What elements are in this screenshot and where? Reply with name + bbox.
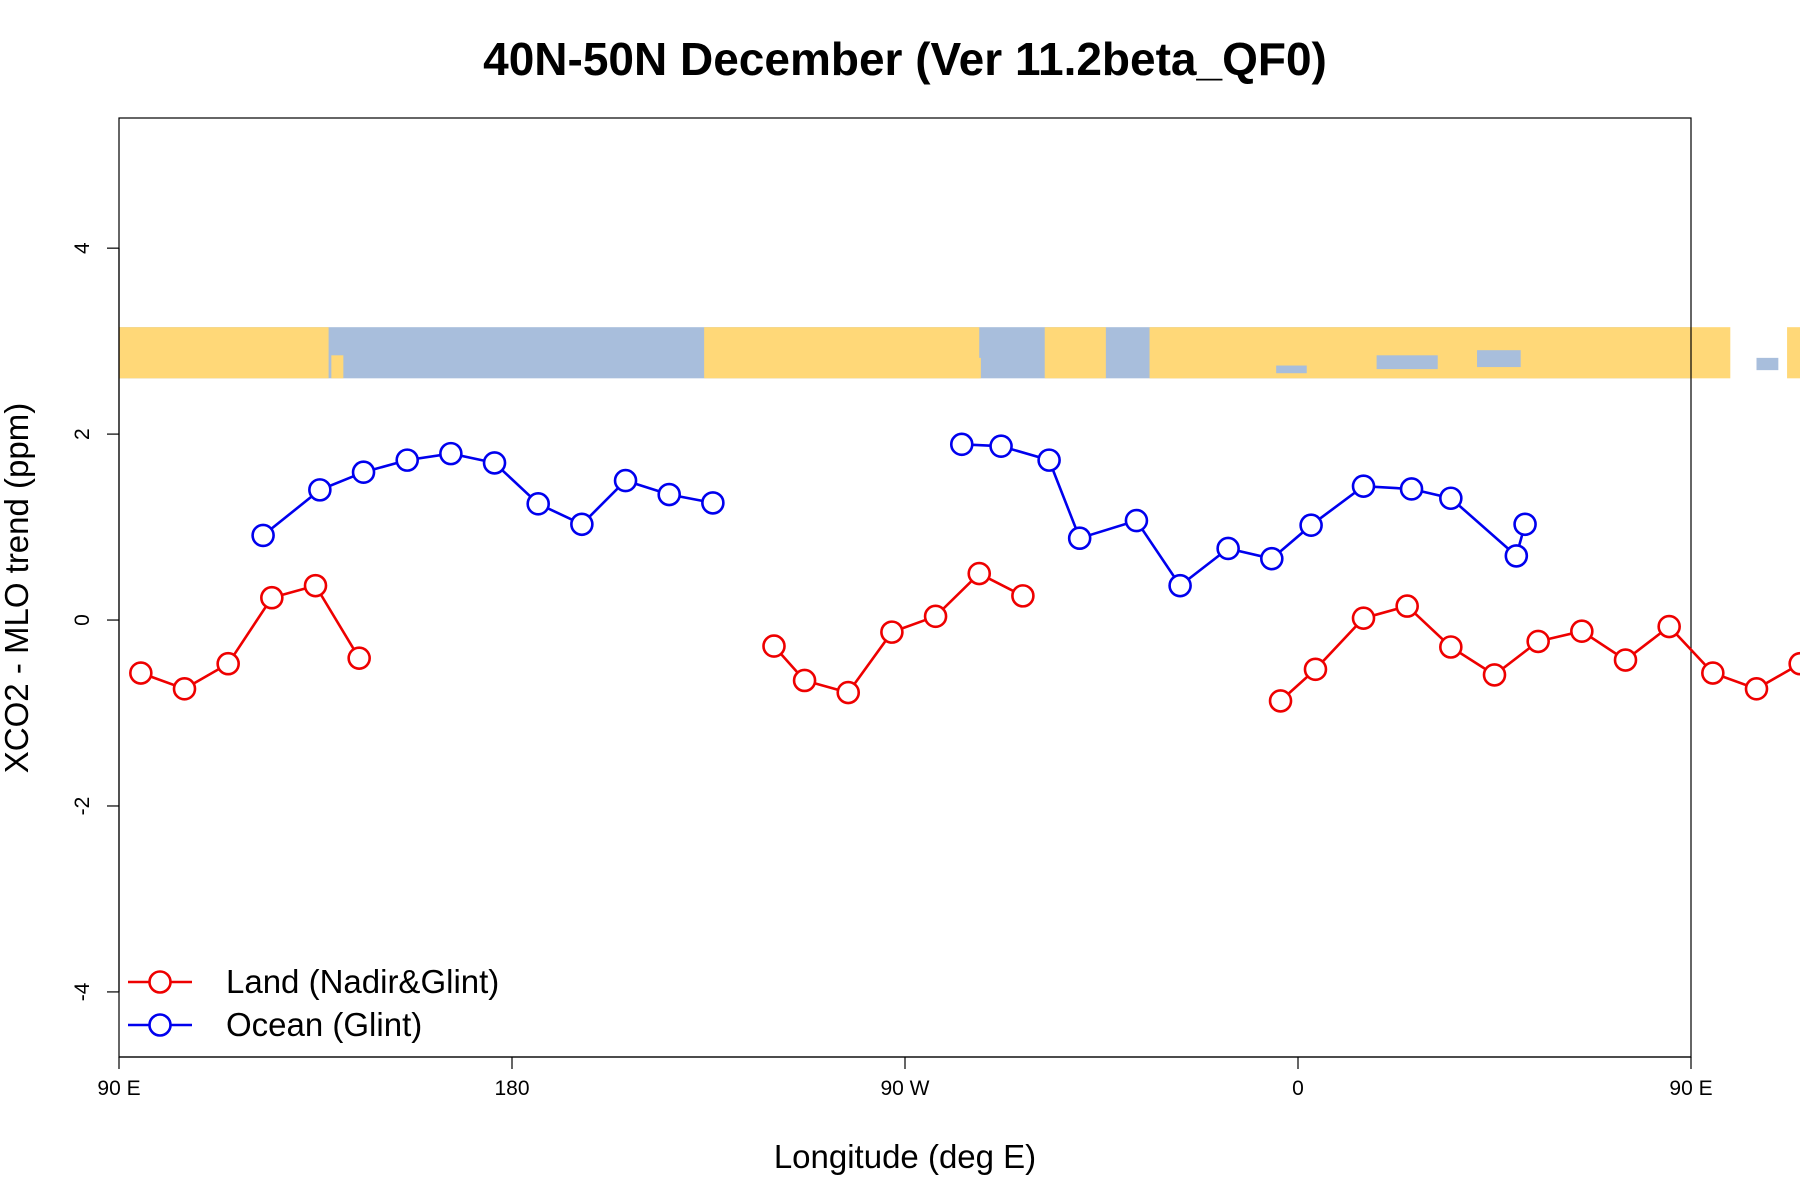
x-tick-label: 90 E <box>97 1077 140 1100</box>
data-point <box>439 441 463 466</box>
data-point <box>989 434 1013 458</box>
data-point <box>526 492 551 516</box>
data-point <box>1067 526 1092 551</box>
data-point <box>129 661 153 685</box>
data-point <box>949 432 974 457</box>
x-tick-label: 180 <box>494 1077 529 1100</box>
data-point <box>657 482 682 507</box>
legend-label: Land (Nadir&Glint) <box>226 963 499 1000</box>
x-tick-label: 90 W <box>880 1077 929 1100</box>
data-point <box>260 585 284 610</box>
data-point <box>701 491 725 515</box>
data-point <box>395 448 420 472</box>
data-point <box>1124 508 1149 533</box>
legend-label: Ocean (Glint) <box>226 1006 422 1043</box>
data-point <box>1351 474 1376 498</box>
map-land <box>1149 327 1731 379</box>
data-point <box>351 460 376 485</box>
data-point <box>482 451 507 475</box>
data-point <box>923 604 948 629</box>
data-point <box>967 561 992 586</box>
y-tick-label: 2 <box>71 428 94 440</box>
data-point <box>1613 648 1638 672</box>
data-point <box>1395 594 1419 618</box>
y-tick-label: 4 <box>71 242 94 254</box>
data-point <box>613 468 638 493</box>
data-point <box>1570 619 1594 643</box>
legend-item: Ocean (Glint) <box>128 1006 422 1043</box>
data-point <box>792 668 817 693</box>
series-layer <box>129 432 1800 713</box>
data-point <box>1788 651 1800 676</box>
data-point <box>1526 629 1550 654</box>
data-point <box>1299 513 1323 538</box>
y-tick-label: -4 <box>71 982 94 1001</box>
data-point <box>1439 635 1463 659</box>
map-land-detail <box>1527 352 1540 379</box>
y-tick-label: 0 <box>71 614 94 626</box>
legend-marker <box>148 970 172 994</box>
series-ocean <box>251 432 1537 598</box>
data-point <box>251 523 275 548</box>
data-point <box>1011 584 1035 608</box>
x-tick-label: 0 <box>1292 1077 1304 1100</box>
series-line <box>140 584 361 691</box>
data-point <box>1482 663 1507 687</box>
y-tick-label: -2 <box>71 797 94 816</box>
map-inland-sea <box>1756 357 1779 371</box>
data-point <box>1216 536 1240 561</box>
data-point <box>1744 677 1769 701</box>
series-land <box>129 561 1800 713</box>
map-inland-sea <box>1376 355 1438 370</box>
data-point <box>762 634 786 658</box>
data-point <box>1260 546 1284 571</box>
data-point <box>347 646 371 670</box>
x-axis: 90 E 180 90 W 0 90 E <box>97 1056 1713 1100</box>
data-point <box>1399 477 1424 501</box>
data-point <box>1504 544 1529 568</box>
map-land <box>119 327 329 379</box>
data-point <box>1439 486 1463 511</box>
data-point <box>1303 657 1328 682</box>
map-land <box>1044 327 1106 379</box>
chart-title: 40N-50N December (Ver 11.2beta_QF0) <box>483 33 1327 85</box>
map-inland-sea <box>1477 350 1521 368</box>
map-inland-sea <box>1276 365 1307 374</box>
data-point <box>570 512 594 537</box>
legend-marker <box>148 1013 172 1037</box>
data-point <box>880 620 904 644</box>
data-point <box>836 680 861 705</box>
legend: Land (Nadir&Glint) Ocean (Glint) <box>128 963 499 1043</box>
data-point <box>1037 448 1061 472</box>
map-land-detail <box>331 355 344 379</box>
data-point <box>216 651 240 676</box>
data-point <box>1168 573 1192 598</box>
data-point <box>172 677 197 701</box>
y-axis-title: XCO2 - MLO trend (ppm) <box>0 403 35 773</box>
map-land-detail <box>968 357 981 379</box>
map-land <box>1787 327 1800 379</box>
map-strip <box>119 327 1800 379</box>
data-point <box>308 478 332 502</box>
x-axis-title: Longitude (deg E) <box>774 1138 1036 1175</box>
x-tick-label: 90 E <box>1669 1077 1712 1100</box>
data-point <box>1513 512 1537 537</box>
map-land <box>704 327 980 379</box>
data-point <box>1701 661 1725 685</box>
series-line <box>1279 604 1800 702</box>
data-point <box>1657 614 1681 639</box>
y-axis: -4 -2 0 2 4 <box>71 242 120 1001</box>
data-point <box>303 573 328 598</box>
data-point <box>1268 689 1293 713</box>
map-land-detail <box>1169 360 1182 379</box>
data-point <box>1351 606 1376 630</box>
plot-frame <box>118 117 1692 1058</box>
legend-item: Land (Nadir&Glint) <box>128 963 499 1000</box>
